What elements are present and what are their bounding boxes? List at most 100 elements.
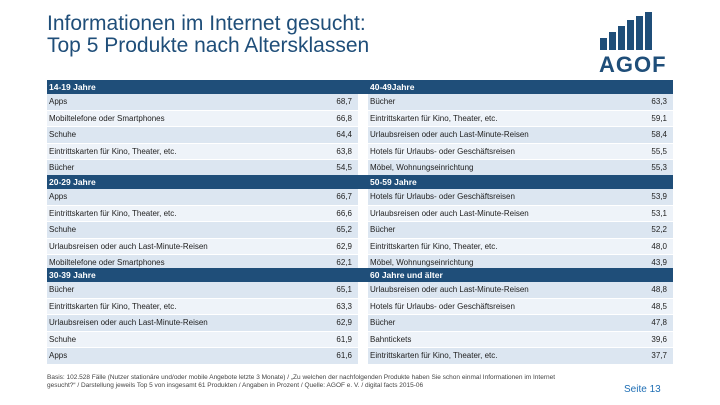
product-label: Schuhe — [49, 334, 77, 344]
product-label: Urlaubsreisen oder auch Last-Minute-Reis… — [370, 208, 529, 218]
percent-value: 55,5 — [651, 146, 667, 156]
percent-value: 65,1 — [336, 285, 352, 294]
percent-value: 53,1 — [651, 208, 667, 218]
percent-value: 58,4 — [651, 130, 667, 139]
logo-bars-icon — [600, 12, 662, 50]
percent-value: 39,6 — [651, 334, 667, 344]
percent-value: 66,8 — [336, 113, 352, 123]
percent-value: 62,9 — [336, 241, 352, 251]
product-label: Eintrittskarten für Kino, Theater, etc. — [49, 301, 177, 311]
percent-value: 54,5 — [336, 163, 352, 172]
percent-value: 48,0 — [651, 241, 667, 251]
product-label: Schuhe — [49, 130, 77, 139]
table-row: Mobiltelefone oder Smartphones 66,8 — [47, 110, 358, 127]
percent-value: 53,9 — [651, 192, 667, 201]
percent-value: 47,8 — [651, 318, 667, 327]
percent-value: 55,3 — [651, 163, 667, 172]
percent-value: 59,1 — [651, 113, 667, 123]
product-label: Apps — [49, 97, 68, 106]
table-row: Eintrittskarten für Kino, Theater, etc. 6… — [47, 298, 358, 315]
product-label: Möbel, Wohnungseinrichtung — [370, 258, 474, 267]
product-label: Urlaubsreisen oder auch Last-Minute-Reis… — [49, 241, 208, 251]
percent-value: 48,5 — [651, 301, 667, 311]
percent-value: 63,3 — [651, 97, 667, 106]
product-label: Apps — [49, 192, 68, 201]
header-divider — [358, 268, 368, 282]
table-row: Schuhe 65,2 — [47, 222, 358, 239]
product-label: Mobiltelefone oder Smartphones — [49, 258, 165, 267]
table-row: Apps 66,7 — [47, 189, 358, 206]
agof-logo: AGOF — [599, 12, 666, 77]
percent-value: 65,2 — [336, 225, 352, 234]
product-label: Mobiltelefone oder Smartphones — [49, 113, 165, 123]
product-label: Eintrittskarten für Kino, Theater, etc. — [49, 146, 177, 156]
logo-text: AGOF — [599, 52, 667, 77]
product-label: Hotels für Urlaubs- oder Geschäftsreisen — [370, 192, 515, 201]
title-line-2: Top 5 Produkte nach Altersklassen — [47, 34, 370, 57]
product-label: Bücher — [49, 163, 75, 172]
table-row: Schuhe 61,9 — [47, 331, 358, 348]
age-group-panel: 14-19 Jahre Apps 68,7 Mobiltelefone oder Sm… — [47, 80, 358, 177]
table-row: Bücher 63,3 — [368, 94, 673, 111]
table-row: Bücher 65,1 — [47, 282, 358, 299]
table-row: Hotels für Urlaubs- oder Geschäftsreisen… — [368, 189, 673, 206]
product-label: Eintrittskarten für Kino, Theater, etc. — [49, 208, 177, 218]
age-group-header: 30-39 Jahre — [47, 268, 358, 282]
product-label: Bücher — [370, 97, 396, 106]
age-group-panel: 40-49Jahre Bücher 63,3 Eintrittskarten für … — [368, 80, 673, 177]
table-row: Eintrittskarten für Kino, Theater, etc. 3… — [368, 348, 673, 365]
percent-value: 63,8 — [336, 146, 352, 156]
table-row: Eintrittskarten für Kino, Theater, etc. 6… — [47, 205, 358, 222]
header-divider — [358, 80, 368, 94]
percent-value: 66,7 — [336, 192, 352, 201]
age-group-header: 50-59 Jahre — [368, 175, 673, 189]
page-number: Seite 13 — [624, 384, 661, 395]
product-label: Bücher — [370, 318, 396, 327]
age-group-panel: 20-29 Jahre Apps 66,7 Eintrittskarten für K… — [47, 175, 358, 272]
percent-value: 66,6 — [336, 208, 352, 218]
table-row: Bücher 47,8 — [368, 315, 673, 332]
percent-value: 61,9 — [336, 334, 352, 344]
table-row: Urlaubsreisen oder auch Last-Minute-Reis… — [47, 238, 358, 255]
product-label: Bücher — [370, 225, 396, 234]
percent-value: 64,4 — [336, 130, 352, 139]
table-row: Hotels für Urlaubs- oder Geschäftsreisen… — [368, 143, 673, 160]
table-row: Apps 61,6 — [47, 348, 358, 365]
percent-value: 68,7 — [336, 97, 352, 106]
percent-value: 63,3 — [336, 301, 352, 311]
table-row: Bücher 52,2 — [368, 222, 673, 239]
table-row: Apps 68,7 — [47, 94, 358, 111]
product-label: Bahntickets — [370, 334, 412, 344]
percent-value: 48,8 — [651, 285, 667, 294]
age-group-panel: 60 Jahre und älter Urlaubsreisen oder auc… — [368, 268, 673, 365]
title-line-1: Informationen im Internet gesucht: — [47, 12, 366, 35]
table-row: Eintrittskarten für Kino, Theater, etc. 4… — [368, 238, 673, 255]
table-row: Bahntickets 39,6 — [368, 331, 673, 348]
page-title: Informationen im Internet gesucht: Top 5… — [47, 13, 369, 57]
table-row: Eintrittskarten für Kino, Theater, etc. 5… — [368, 110, 673, 127]
table-row: Urlaubsreisen oder auch Last-Minute-Reis… — [368, 205, 673, 222]
product-label: Bücher — [49, 285, 75, 294]
product-label: Apps — [49, 351, 68, 360]
table-row: Hotels für Urlaubs- oder Geschäftsreisen… — [368, 298, 673, 315]
age-group-header: 60 Jahre und älter — [368, 268, 673, 282]
table-row: Eintrittskarten für Kino, Theater, etc. 6… — [47, 143, 358, 160]
table-row: Urlaubsreisen oder auch Last-Minute-Reis… — [368, 127, 673, 144]
product-label: Eintrittskarten für Kino, Theater, etc. — [370, 241, 498, 251]
age-group-panel: 30-39 Jahre Bücher 65,1 Eintrittskarten für… — [47, 268, 358, 365]
product-label: Hotels für Urlaubs- oder Geschäftsreisen — [370, 146, 515, 156]
age-group-header: 20-29 Jahre — [47, 175, 358, 189]
age-group-header: 14-19 Jahre — [47, 80, 358, 94]
percent-value: 37,7 — [651, 351, 667, 360]
footnote: Basis: 102.528 Fälle (Nutzer stationäre … — [47, 374, 556, 389]
product-label: Schuhe — [49, 225, 77, 234]
product-label: Urlaubsreisen oder auch Last-Minute-Reis… — [370, 130, 529, 139]
percent-value: 52,2 — [651, 225, 667, 234]
product-label: Hotels für Urlaubs- oder Geschäftsreisen — [370, 301, 515, 311]
table-row: Urlaubsreisen oder auch Last-Minute-Reis… — [368, 282, 673, 299]
product-label: Eintrittskarten für Kino, Theater, etc. — [370, 351, 498, 360]
percent-value: 62,9 — [336, 318, 352, 327]
product-label: Urlaubsreisen oder auch Last-Minute-Reis… — [370, 285, 529, 294]
age-group-header: 40-49Jahre — [368, 80, 673, 94]
percent-value: 43,9 — [651, 258, 667, 267]
